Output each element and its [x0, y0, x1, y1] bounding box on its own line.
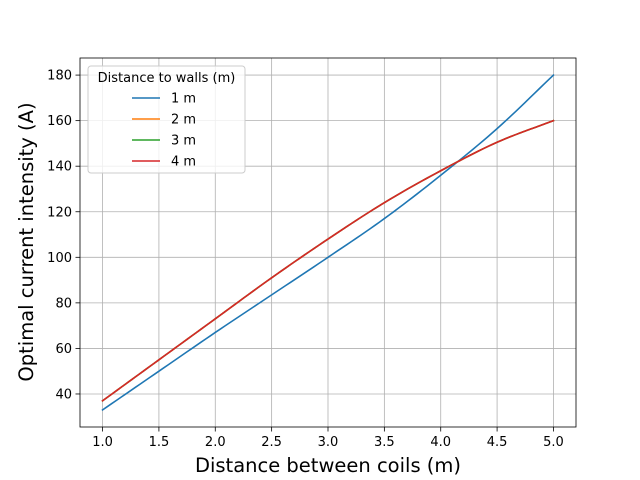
x-tick-label-3: 2.5: [261, 435, 282, 450]
legend-label-2-m: 2 m: [171, 113, 196, 128]
y-tick-label-6: 160: [47, 114, 72, 129]
x-axis-label: Distance between coils (m): [195, 454, 461, 477]
x-tick-label-4: 3.0: [318, 435, 339, 450]
y-tick-label-4: 120: [47, 205, 72, 220]
x-tick-label-8: 5.0: [543, 435, 564, 450]
legend-label-3-m: 3 m: [171, 134, 196, 149]
y-tick-label-2: 80: [55, 296, 72, 311]
x-tick-label-0: 1.0: [92, 435, 113, 450]
x-tick-label-5: 3.5: [374, 435, 395, 450]
x-tick-label-1: 1.5: [149, 435, 170, 450]
y-tick-label-3: 100: [47, 251, 72, 266]
y-tick-label-7: 180: [47, 69, 72, 84]
legend: Distance to walls (m) 1 m 2 m 3 m 4 m: [87, 65, 246, 174]
legend-title: Distance to walls (m): [98, 71, 236, 86]
y-tick-label-5: 140: [47, 160, 72, 175]
x-tick-label-7: 4.5: [487, 435, 508, 450]
legend-label-4-m: 4 m: [171, 155, 196, 170]
y-axis-label: Optimal current intensity (A): [15, 102, 38, 381]
legend-box: [87, 65, 246, 174]
legend-label-1-m: 1 m: [171, 92, 196, 107]
y-tick-label-1: 60: [55, 342, 72, 357]
series-line-4-m: [101, 119, 555, 402]
axes-frame: [79, 57, 577, 428]
y-tick-label-0: 40: [55, 387, 72, 402]
x-tick-label-6: 4.0: [430, 435, 451, 450]
x-tick-label-2: 2.0: [205, 435, 226, 450]
series-line-1-m: [101, 73, 555, 412]
